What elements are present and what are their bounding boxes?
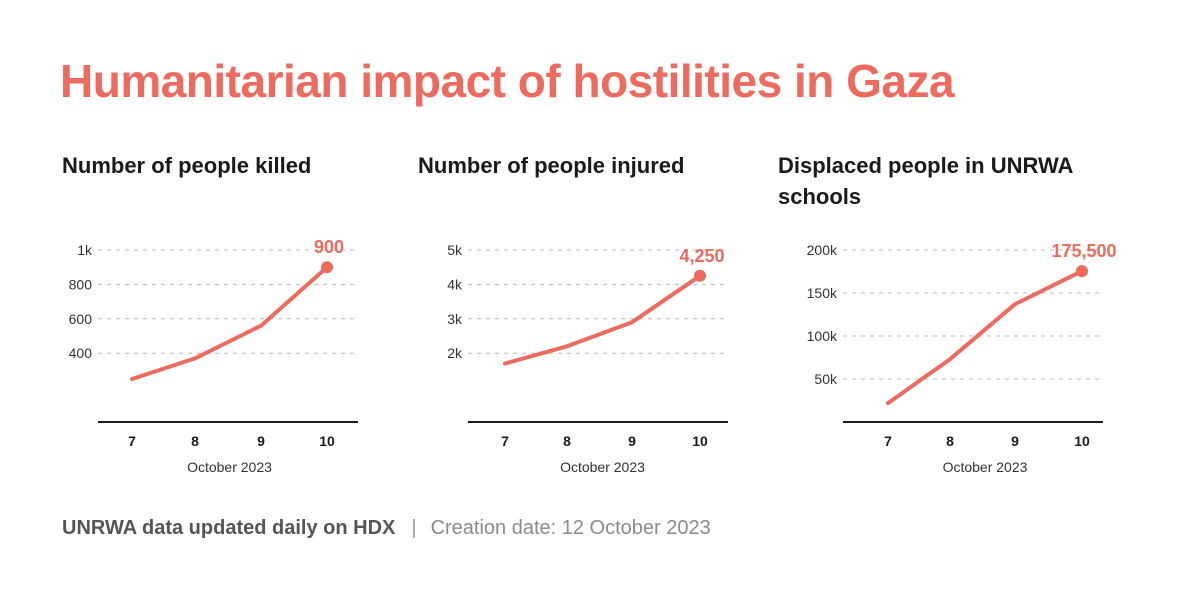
x-tick-label-7: 7 xyxy=(128,433,136,449)
x-tick-label-10: 10 xyxy=(1074,433,1090,449)
x-tick-label-9: 9 xyxy=(1011,433,1019,449)
footer-source: UNRWA data updated daily on HDX xyxy=(62,517,396,539)
x-tick-label-7: 7 xyxy=(501,433,509,449)
x-tick-label-10: 10 xyxy=(319,433,335,449)
x-tick-label-9: 9 xyxy=(257,433,265,449)
x-axis-label: October 2023 xyxy=(560,459,645,475)
chart-title-displaced: Displaced people in UNRWA schools xyxy=(778,153,1073,209)
x-tick-label-8: 8 xyxy=(563,433,571,449)
y-tick-label-150k: 150k xyxy=(807,285,838,301)
y-tick-label-800: 800 xyxy=(69,276,93,292)
chart-title-injured: Number of people injured xyxy=(418,153,685,178)
y-tick-label-600: 600 xyxy=(69,311,93,327)
x-tick-label-10: 10 xyxy=(692,433,708,449)
series-line xyxy=(886,269,1084,406)
y-tick-label-400: 400 xyxy=(69,345,93,361)
x-axis-label: October 2023 xyxy=(187,459,272,475)
y-tick-label-5k: 5k xyxy=(447,242,463,258)
end-value-label: 900 xyxy=(314,237,344,257)
end-point-marker xyxy=(694,269,706,282)
x-tick-label-8: 8 xyxy=(191,433,199,449)
y-tick-label-4k: 4k xyxy=(447,276,463,292)
footer-creation-date: Creation date: 12 October 2023 xyxy=(430,517,711,539)
y-tick-label-100k: 100k xyxy=(807,328,838,344)
y-tick-label-200k: 200k xyxy=(807,242,838,258)
x-tick-label-8: 8 xyxy=(946,433,954,449)
chart-title-killed: Number of people killed xyxy=(62,153,312,178)
end-point-marker xyxy=(321,261,333,274)
end-point-marker xyxy=(1076,265,1088,278)
end-value-label: 4,250 xyxy=(679,246,724,266)
footer: UNRWA data updated daily on HDX | Creation… xyxy=(62,517,711,540)
y-tick-label-1k: 1k xyxy=(77,242,93,258)
end-value-label: 175,500 xyxy=(1051,241,1116,261)
y-tick-label-50k: 50k xyxy=(814,371,838,387)
y-tick-label-2k: 2k xyxy=(447,345,463,361)
x-axis-label: October 2023 xyxy=(943,459,1028,475)
x-tick-label-9: 9 xyxy=(628,433,636,449)
x-tick-label-7: 7 xyxy=(884,433,892,449)
series-line xyxy=(503,273,702,366)
footer-separator: | xyxy=(411,517,417,539)
page-title: Humanitarian impact of hostilities in Ga… xyxy=(60,55,955,107)
y-tick-label-3k: 3k xyxy=(447,311,463,327)
series-line xyxy=(130,265,329,381)
